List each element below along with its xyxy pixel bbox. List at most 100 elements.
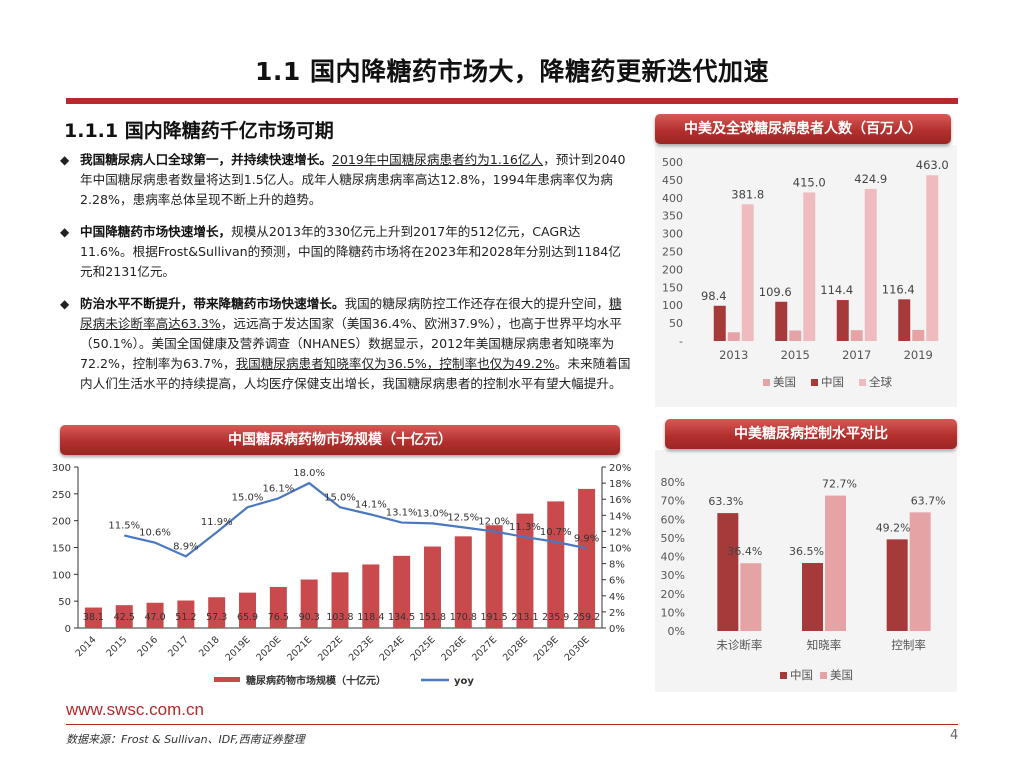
bar-中国	[713, 305, 726, 341]
x-tick-label: 2019E	[224, 634, 253, 663]
legend-swatch	[811, 379, 818, 386]
y2-tick-label: 18%	[609, 479, 631, 490]
x-tick-label: 2013	[719, 348, 748, 362]
bar-全球	[741, 204, 754, 341]
y-tick-label: 70%	[661, 495, 685, 508]
market-bar	[485, 525, 503, 628]
y2-tick-label: 0%	[609, 624, 625, 635]
yoy-label: 10.7%	[540, 527, 572, 538]
patients-chart: - 50 100 150 200 250 300 350 400 450 500 2013 2015 20…	[662, 156, 949, 389]
bar-value-label: 134.5	[388, 612, 415, 623]
bar-美国	[850, 330, 863, 341]
bar-value-label: 47.0	[144, 612, 165, 623]
diamond-bullet-icon: ◆	[60, 153, 70, 167]
y-tick-label: 50	[58, 597, 71, 608]
market-bar	[84, 607, 102, 628]
y-tick-label: 200	[52, 517, 71, 528]
yoy-label: 8.9%	[173, 541, 198, 552]
market-bar	[331, 572, 349, 628]
yoy-label: 14.1%	[355, 499, 387, 510]
market-chart-title: 中国糖尿病药物市场规模（十亿元）	[60, 425, 620, 455]
y-tick-label: 100	[662, 299, 683, 312]
data-label: 72.7%	[822, 478, 857, 491]
footer-url[interactable]: www.swsc.com.cn	[66, 700, 204, 719]
bar-美国	[909, 512, 931, 631]
yoy-label: 15.0%	[232, 492, 264, 503]
page-title: 1.1 国内降糖药市场大，降糖药更新迭代加速	[255, 57, 769, 86]
yoy-label: 15.0%	[324, 492, 356, 503]
y-tick-label: 350	[662, 210, 683, 223]
y2-tick-label: 8%	[609, 560, 625, 571]
y-tick-label: 60%	[661, 513, 685, 526]
y-tick-label: 30%	[661, 569, 685, 582]
y2-tick-label: 10%	[609, 544, 631, 555]
control-chart: 0% 10% 20% 30% 40% 50% 60% 70% 80% 63.3% 36.4% 未诊断率…	[661, 476, 946, 682]
y-tick-label: 20%	[661, 588, 685, 601]
x-tick-label: 2021E	[285, 634, 314, 663]
diamond-bullet-icon: ◆	[60, 297, 70, 311]
bar-value-label: 103.8	[326, 612, 353, 623]
legend-label: yoy	[454, 676, 474, 687]
x-tick-label: 2014	[74, 634, 99, 659]
y-tick-label: -	[679, 335, 683, 348]
bar-中国	[898, 299, 911, 341]
x-tick-label: 2029E	[532, 634, 561, 663]
bullet-text: ，远远高于发达国家（美国36.4%、欧洲37.9%），也高于世界平均水平（50.…	[80, 316, 622, 371]
legend-swatch	[780, 672, 787, 679]
market-bar	[362, 564, 380, 628]
bar-value-label: 235.9	[542, 612, 569, 623]
bar-全球	[864, 188, 877, 341]
yoy-label: 16.1%	[262, 483, 294, 494]
data-label: 36.4%	[727, 545, 762, 558]
bar-value-label: 65.9	[237, 612, 258, 623]
yoy-label: 13.0%	[417, 508, 449, 519]
legend-swatch	[820, 672, 827, 679]
x-tick-label: 2018	[197, 634, 222, 659]
y-tick-label: 80%	[661, 476, 685, 489]
x-tick-label: 2015	[104, 634, 129, 659]
bar-value-label: 259.2	[573, 612, 600, 623]
bullet-item: ◆ 我国糖尿病人口全球第一，并持续快速增长。2019年中国糖尿病患者约为1.16亿…	[60, 150, 632, 210]
legend-swatch	[859, 379, 866, 386]
bar-中国	[717, 513, 739, 631]
x-tick-label: 2025E	[408, 634, 437, 663]
data-label: 109.6	[759, 285, 792, 299]
bar-value-label: 38.1	[83, 612, 104, 623]
x-tick-label: 未诊断率	[716, 638, 762, 652]
data-label: 381.8	[731, 187, 764, 201]
x-tick-label: 2022E	[316, 634, 345, 663]
y-tick-label: 250	[662, 246, 683, 259]
legend-label: 美国	[773, 375, 796, 389]
legend-label: 美国	[830, 668, 853, 682]
x-tick-label: 知晓率	[807, 638, 842, 652]
y-tick-label: 250	[52, 490, 71, 501]
x-tick-label: 2017	[842, 348, 871, 362]
legend-label: 中国	[821, 375, 844, 389]
yoy-label: 11.9%	[201, 517, 233, 528]
x-tick-label: 2015	[781, 348, 810, 362]
y-tick-label: 0	[65, 624, 71, 635]
data-label: 114.4	[820, 283, 853, 297]
bullet-heading: 中国降糖药市场快速增长，	[80, 224, 232, 239]
yoy-label: 13.1%	[386, 508, 418, 519]
data-label: 63.3%	[708, 495, 743, 508]
bar-value-label: 170.8	[450, 612, 477, 623]
x-tick-label: 2026E	[439, 634, 468, 663]
y-tick-label: 10%	[661, 606, 685, 619]
bar-value-label: 151.8	[419, 612, 446, 623]
bar-中国	[775, 301, 788, 341]
bar-value-label: 118.4	[357, 612, 384, 623]
market-bar	[547, 501, 565, 628]
yoy-label: 12.0%	[478, 516, 510, 527]
patients-chart-title: 中美及全球糖尿病患者人数（百万人）	[655, 114, 951, 144]
data-label: 116.4	[882, 282, 915, 296]
data-label: 49.2%	[876, 521, 911, 534]
y-tick-label: 40%	[661, 551, 685, 564]
y-tick-label: 500	[662, 156, 683, 169]
bar-value-label: 213.1	[511, 612, 538, 623]
yoy-label: 11.5%	[108, 520, 140, 531]
x-tick-label: 2017	[166, 634, 191, 659]
x-tick-label: 2020E	[254, 634, 283, 663]
y-tick-label: 50	[669, 317, 683, 330]
title-rule	[66, 98, 958, 104]
